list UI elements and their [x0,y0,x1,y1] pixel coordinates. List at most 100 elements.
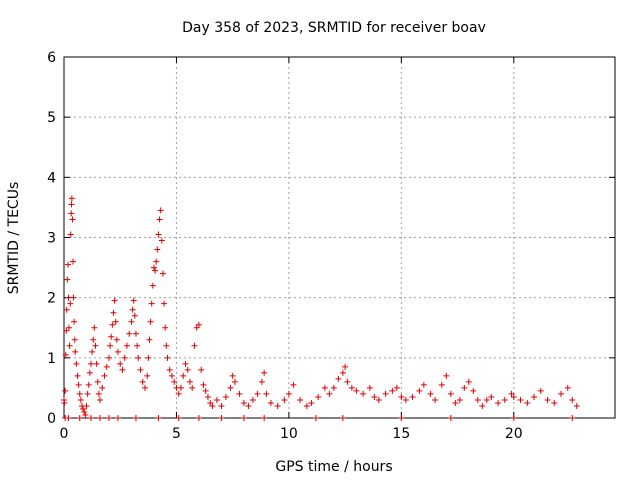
data-point [573,402,580,409]
data-point [158,237,165,244]
data-point [416,387,423,394]
data-point [146,336,153,343]
x-tick-label: 0 [60,426,69,442]
data-point [510,415,517,421]
data-point [89,348,96,355]
data-point [87,415,94,421]
data-point [148,300,155,307]
data-point [162,324,169,331]
data-point [569,415,576,421]
data-point [348,384,355,391]
data-point [263,390,270,397]
data-point [68,195,75,202]
data-points [61,195,580,421]
data-point [218,402,225,409]
data-point [71,336,78,343]
data-point [398,415,405,421]
data-point [159,270,166,277]
chart-title: Day 358 of 2023, SRMTID for receiver boa… [182,20,486,36]
y-tick-label: 0 [47,411,56,427]
data-point [184,366,191,373]
data-point [157,207,164,214]
data-point [94,378,101,385]
grid [64,57,615,418]
data-point [447,415,454,421]
data-point [132,330,139,337]
data-point [67,300,74,307]
data-point [438,381,445,388]
data-point [245,402,252,409]
data-point [360,390,367,397]
data-point [510,393,517,400]
data-point [117,360,124,367]
data-point [69,216,76,223]
data-point [240,399,247,406]
data-point [123,342,130,349]
data-point [130,297,137,304]
data-point [128,318,135,325]
y-axis-label: SRMTID / TECUs [6,182,22,295]
data-point [427,390,434,397]
data-point [164,354,171,361]
data-point [171,378,178,385]
y-tick-label: 5 [47,110,56,126]
data-point [564,384,571,391]
data-point [109,321,116,328]
data-point [258,378,265,385]
data-point [524,399,531,406]
data-point [66,342,73,349]
data-point [107,342,114,349]
x-tick-label: 5 [172,426,181,442]
data-point [131,312,138,319]
data-point [68,201,75,208]
x-tick-label: 10 [280,426,298,442]
data-point [113,336,120,343]
data-point [129,306,136,313]
data-point [111,297,118,304]
data-point [96,415,103,421]
data-point [195,415,202,421]
data-point [297,396,304,403]
data-point [69,258,76,265]
data-point [80,405,87,412]
data-point [168,372,175,379]
data-point [63,306,70,313]
data-point [261,415,268,421]
data-point [249,396,256,403]
data-point [501,396,508,403]
data-point [177,384,184,391]
data-point [420,381,427,388]
data-point [218,415,225,421]
data-point [186,378,193,385]
data-point [72,348,79,355]
data-point [93,360,100,367]
data-point [409,393,416,400]
data-point [175,390,182,397]
data-point [92,342,99,349]
data-point [155,231,162,238]
data-point [330,384,337,391]
data-point [274,402,281,409]
data-point [154,246,161,253]
data-point [119,366,126,373]
data-point [339,369,346,376]
data-point [335,375,342,382]
data-point [77,396,84,403]
data-point [209,402,216,409]
data-point [75,381,82,388]
data-point [84,390,91,397]
data-point [517,396,524,403]
data-point [99,384,106,391]
data-point [64,276,71,283]
data-point [222,393,229,400]
data-point [105,415,112,421]
y-tick-label: 4 [47,170,56,186]
data-point [202,387,209,394]
data-point [198,366,205,373]
data-point [65,415,72,421]
x-tick-label: 20 [505,426,523,442]
data-point [121,354,128,361]
data-point [456,396,463,403]
data-point [62,387,69,394]
x-axis-label: GPS time / hours [275,459,392,475]
